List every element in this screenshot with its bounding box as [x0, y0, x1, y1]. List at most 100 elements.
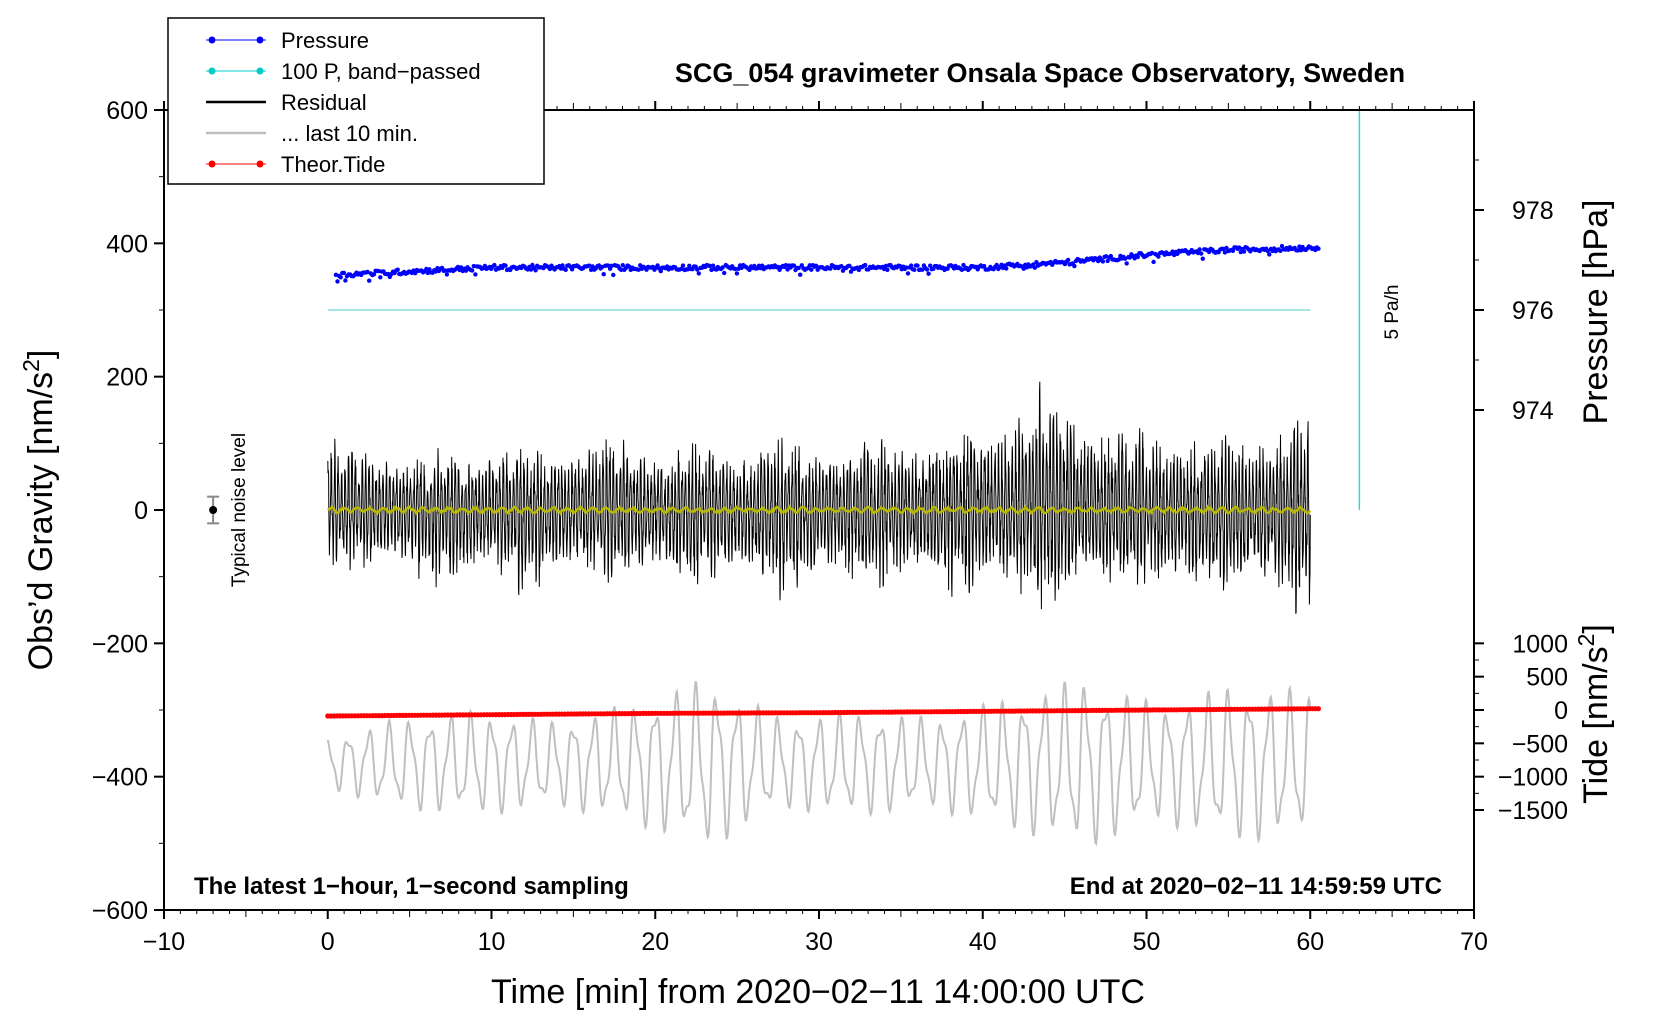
- pressure-point: [1108, 253, 1114, 259]
- pressure-point: [533, 268, 538, 273]
- y-tick-label: 200: [106, 364, 148, 392]
- pressure-point: [463, 268, 469, 273]
- pressure-point: [905, 271, 911, 276]
- pressure-point: [807, 263, 812, 268]
- legend-marker: [208, 36, 216, 44]
- pressure-point: [395, 267, 400, 272]
- legend-label: Pressure: [281, 28, 369, 53]
- tide-axis-title-superscript: 2: [1573, 634, 1599, 647]
- pressure-point: [503, 263, 508, 268]
- pressure-axis-title: Pressure [hPa]: [1577, 200, 1615, 425]
- x-tick-label: 0: [321, 928, 335, 956]
- pressure-point: [343, 278, 348, 283]
- pressure-point: [367, 278, 372, 283]
- y-tick-label: 600: [106, 97, 148, 125]
- pressure-point: [588, 267, 594, 272]
- annotation-sampling: The latest 1−hour, 1−second sampling: [194, 873, 629, 900]
- pressure-tick-label: 978: [1512, 197, 1554, 225]
- tide-tick-label: 1000: [1512, 630, 1568, 658]
- pressure-point: [444, 272, 450, 277]
- pressure-point: [791, 263, 797, 268]
- x-axis-title: Time [min] from 2020−02−11 14:00:00 UTC: [491, 973, 1145, 1011]
- pressure-point: [341, 270, 347, 276]
- pressure-point: [1100, 259, 1106, 264]
- pressure-point: [620, 263, 625, 268]
- tide-tick-label: −1500: [1498, 797, 1568, 825]
- tide-tick-label: 0: [1554, 697, 1568, 725]
- pressure-point: [796, 265, 801, 271]
- pressure-point: [1297, 244, 1302, 249]
- pressure-point: [928, 263, 933, 268]
- pressure-point: [1267, 252, 1272, 257]
- tide-axis-title: Tide [nm/s2]: [1573, 624, 1615, 804]
- noise-level-label: Typical noise level: [229, 433, 250, 587]
- pressure-point: [1065, 257, 1071, 263]
- pressure-point: [1200, 256, 1206, 261]
- pressure-rate-label: 5 Pa/h: [1382, 285, 1403, 340]
- x-tick-label: 70: [1460, 928, 1488, 956]
- left-axis-title-prefix: Obs’d Gravity [nm/s: [22, 372, 60, 671]
- pressure-point: [492, 262, 497, 268]
- pressure-point: [371, 272, 377, 277]
- pressure-point: [473, 272, 478, 277]
- legend-marker: [256, 36, 264, 44]
- pressure-point: [560, 263, 565, 268]
- pressure-point: [785, 267, 790, 272]
- pressure-point: [696, 271, 701, 276]
- pressure-point: [961, 262, 966, 268]
- pressure-point: [471, 263, 476, 269]
- pressure-point: [912, 267, 917, 272]
- x-tick-label: 30: [805, 928, 833, 956]
- left-axis-title: Obs’d Gravity [nm/s2]: [18, 350, 60, 671]
- pressure-point: [658, 268, 663, 274]
- legend-marker: [256, 67, 264, 75]
- pressure-point: [619, 267, 624, 272]
- left-axis-title-suffix: ]: [22, 350, 60, 359]
- tide-tick-label: −500: [1512, 730, 1568, 758]
- pressure-point: [1151, 259, 1156, 265]
- pressure-point: [1295, 248, 1301, 253]
- legend: Pressure 100 P, band−passed Residual ... la…: [167, 17, 545, 185]
- series-theor-tide: [325, 706, 1321, 719]
- legend-label: Residual: [281, 90, 367, 115]
- pressure-point: [924, 267, 930, 272]
- pressure-point: [783, 263, 789, 268]
- pressure-point: [378, 275, 383, 280]
- pressure-point: [1105, 258, 1110, 264]
- pressure-point: [1199, 251, 1204, 256]
- pressure-point: [747, 267, 752, 273]
- pressure-point: [904, 265, 909, 270]
- tide-axis-title-suffix: ]: [1577, 624, 1615, 633]
- pressure-point: [1241, 249, 1247, 254]
- legend-marker: [208, 67, 216, 75]
- x-tick-label: 40: [969, 928, 997, 956]
- pressure-point: [828, 266, 833, 271]
- y-tick-label: −400: [92, 764, 148, 792]
- y-tick-label: −200: [92, 630, 148, 658]
- pressure-point: [1034, 260, 1039, 265]
- pressure-point: [1265, 248, 1270, 254]
- pressure-point: [680, 263, 686, 268]
- pressure-point: [1072, 263, 1077, 269]
- pressure-point: [1230, 248, 1236, 253]
- y-tick-label: 400: [106, 230, 148, 258]
- pressure-point: [470, 268, 475, 273]
- band-passed-overlay-line: [327, 504, 1312, 516]
- pressure-tick-label: 974: [1512, 397, 1554, 425]
- pressure-point: [722, 270, 727, 276]
- pressure-point: [1197, 247, 1202, 252]
- legend-label: Theor.Tide: [281, 152, 385, 177]
- series-last-10-min-line: [326, 680, 1312, 847]
- left-axis-title-superscript: 2: [18, 359, 44, 372]
- pressure-point: [1316, 246, 1321, 251]
- pressure-point: [909, 263, 914, 268]
- x-tick-label: 60: [1296, 928, 1324, 956]
- pressure-point: [863, 262, 868, 268]
- pressure-point: [926, 271, 931, 276]
- pressure-point: [601, 272, 606, 277]
- pressure-point: [338, 275, 343, 280]
- tide-tick-label: −1000: [1498, 764, 1568, 792]
- series-residual-line: [327, 381, 1311, 614]
